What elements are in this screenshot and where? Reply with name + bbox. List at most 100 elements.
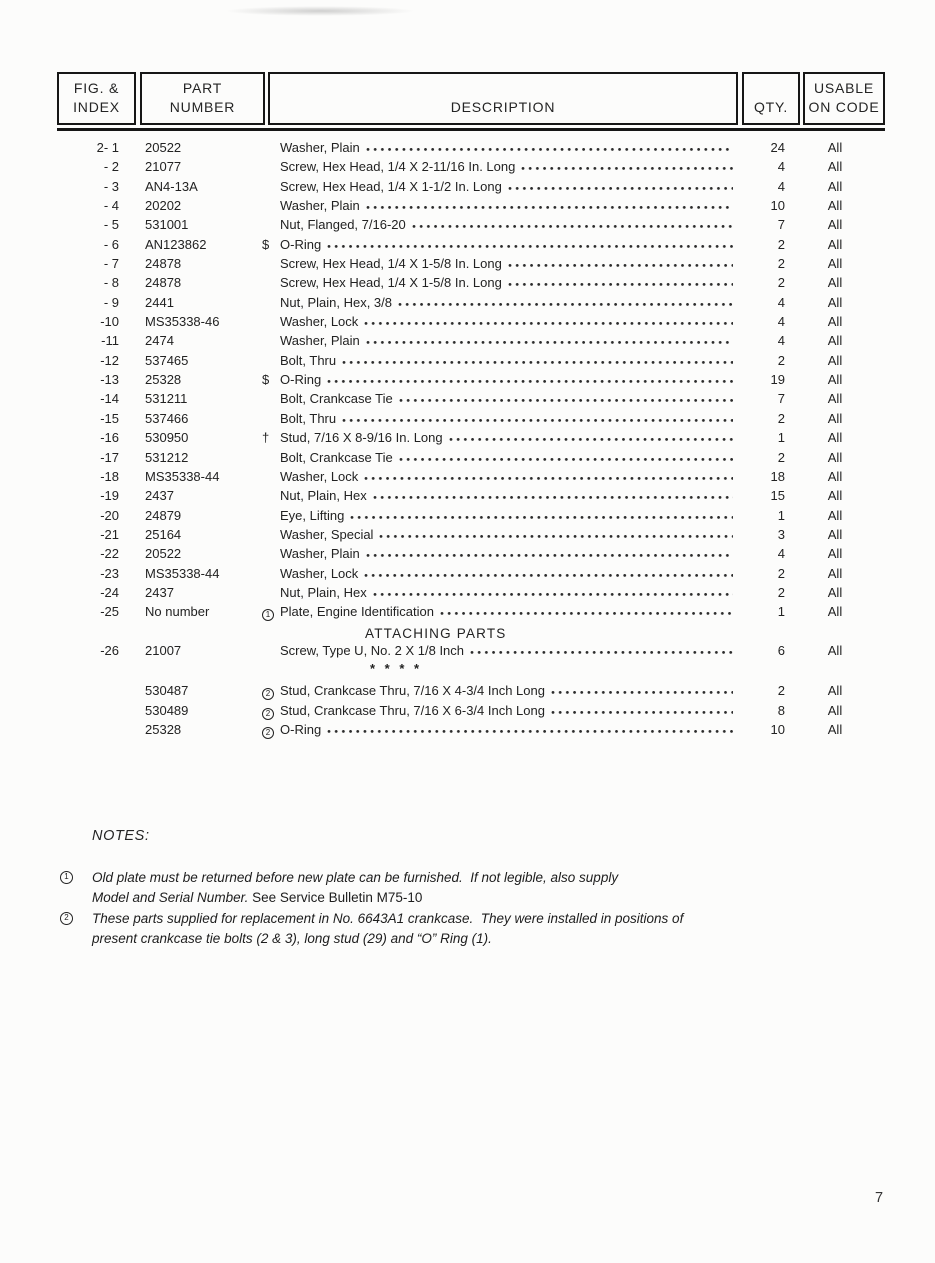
fig-index-cell: -11 [101,333,119,349]
fig-index-cell: -25 [100,604,119,620]
qty-cell: 1 [777,507,785,523]
qty-cell: 10 [770,198,785,214]
column-header-usable-on-code: USABLE ON CODE [803,72,885,125]
table-row: - 3 AN4-13A Screw, Hex Head, 1/4 X 1-1/2 I… [57,179,885,198]
dotted-leader [364,572,733,578]
note-1-line-2-italic: Model and Serial Number. [92,890,253,905]
table-row: 530487 2 Stud, Crankcase Thru, 7/16 X 4-3/… [57,683,885,702]
fig-index-cell: -10 [100,314,119,330]
fig-index-cell: - 5 [103,217,119,233]
note-2-line-2-italic: present crankcase tie bolts (2 & 3), lon… [92,931,492,946]
description-text: Stud, 7/16 X 8-9/16 In. Long [280,430,443,446]
table-row: -12 537465 Bolt, Thru 2 All [57,353,885,372]
dotted-leader [521,166,733,172]
section-end-stars: * * * * [370,661,423,677]
table-row: -23 MS35338-44 Washer, Lock 2 All [57,566,885,585]
description-text: Bolt, Crankcase Tie [280,391,393,407]
page-number: 7 [874,1190,884,1206]
fig-index-cell: - 9 [103,294,119,310]
description-text: Screw, Hex Head, 1/4 X 2-11/16 In. Long [280,159,516,175]
usable-code-cell: All [827,721,843,737]
description-cell: O-Ring [280,237,741,252]
usable-code-cell: All [827,333,843,349]
note-1: 1 Old plate must be returned before new … [57,868,897,908]
part-number-cell: 21077 [145,159,182,175]
usable-header-line2: ON CODE [808,99,880,115]
description-cell: O-Ring [280,372,741,387]
fig-index-cell: - 8 [103,275,119,291]
description-text: Bolt, Thru [280,410,337,426]
table-row: -16 530950 † Stud, 7/16 X 8-9/16 In. Long 1 A… [57,430,885,449]
dotted-leader [550,690,733,696]
fig-index-cell: -15 [100,410,119,426]
dotted-leader [448,437,733,443]
notes-section: NOTES: 1 Old plate must be returned befo… [57,828,897,949]
qty-cell: 4 [777,546,785,562]
dotted-leader [327,379,733,385]
marker-cell: 2 [262,722,280,739]
description-text: Plate, Engine Identification [280,604,434,620]
description-text: Stud, Crankcase Thru, 7/16 X 6-3/4 Inch … [280,702,545,718]
description-text: Washer, Plain [280,140,360,155]
dotted-leader [439,611,733,617]
table-row: - 4 20202 Washer, Plain 10 All [57,198,885,217]
dotted-leader [327,728,733,734]
qty-cell: 6 [777,642,785,658]
table-row: -14 531211 Bolt, Crankcase Tie 7 All [57,391,885,410]
description-text: Nut, Flanged, 7/16-20 [280,217,406,233]
part-number-cell: 25328 [145,721,182,737]
part-number-header-line2: NUMBER [169,99,236,115]
part-number-cell: 20522 [145,546,182,562]
fig-index-cell: -16 [100,430,119,446]
description-cell: Stud, Crankcase Thru, 7/16 X 4-3/4 Inch … [280,683,741,698]
dotted-leader [398,398,733,404]
table-row: - 5 531001 Nut, Flanged, 7/16-20 7 All [57,217,885,236]
part-number-cell: No number [145,604,210,620]
dotted-leader [470,649,733,655]
description-text: Washer, Special [280,526,374,542]
description-cell: Stud, 7/16 X 8-9/16 In. Long [280,430,741,445]
fig-index-cell: - 4 [103,198,119,214]
table-row: -20 24879 Eye, Lifting 1 All [57,508,885,527]
part-number-cell: 24879 [145,507,182,523]
dotted-leader [379,533,733,539]
description-cell: Washer, Plain [280,333,741,348]
qty-cell: 19 [770,372,785,388]
usable-code-cell: All [827,683,843,699]
fig-index-cell: -14 [100,391,119,407]
qty-cell: 2 [777,352,785,368]
table-body: 2- 1 20522 Washer, Plain 24 All - 2 21077 Screw… [57,140,885,741]
usable-code-cell: All [827,236,843,252]
description-cell: Screw, Hex Head, 1/4 X 1-5/8 In. Long [280,275,741,290]
dotted-leader [365,553,733,559]
description-text: O-Ring [280,236,322,252]
description-cell: Bolt, Thru [280,353,741,368]
table-row: 25328 2 O-Ring 10 All [57,722,885,741]
part-number-cell: 537465 [145,352,189,368]
usable-code-cell: All [827,468,843,484]
table-row: - 7 24878 Screw, Hex Head, 1/4 X 1-5/8 In.… [57,256,885,275]
qty-cell: 2 [777,256,785,272]
fig-index-cell: - 6 [103,236,119,252]
part-number-cell: 25164 [145,526,182,542]
description-text: Eye, Lifting [280,507,345,523]
part-number-cell: 531211 [145,391,188,407]
marker-cell: $ [262,372,270,388]
usable-code-cell: All [827,352,843,368]
dotted-leader [411,224,733,230]
description-cell: Stud, Crankcase Thru, 7/16 X 6-3/4 Inch … [280,703,741,718]
table-header: FIG. & INDEX PART NUMBER DESCRIPTION QTY… [57,72,885,132]
description-cell: Nut, Plain, Hex [280,488,741,503]
usable-code-cell: All [827,140,843,155]
part-number-cell: 531001 [145,217,189,233]
column-header-description: DESCRIPTION [268,72,738,125]
description-cell: Screw, Hex Head, 1/4 X 1-1/2 In. Long [280,179,741,194]
dotted-leader [342,359,733,365]
description-cell: Screw, Hex Head, 1/4 X 2-11/16 In. Long [280,159,741,174]
qty-cell: 1 [777,430,785,446]
description-text: Stud, Crankcase Thru, 7/16 X 4-3/4 Inch … [280,683,545,699]
usable-code-cell: All [827,391,843,407]
note-2-line-2: present crankcase tie bolts (2 & 3), lon… [92,929,897,949]
note-2-line-1: These parts supplied for replacement in … [92,911,684,926]
description-cell: O-Ring [280,722,741,737]
